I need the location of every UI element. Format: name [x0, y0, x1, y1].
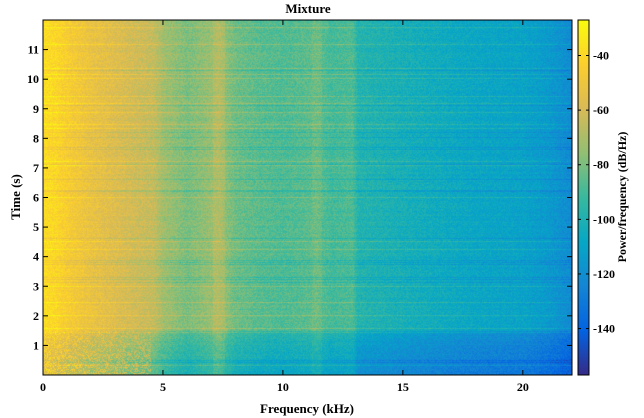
colorbar-tick-label: -100 — [593, 212, 615, 226]
plot-area — [42, 19, 573, 376]
y-tick-label: 9 — [33, 102, 39, 116]
colorbar-tick-label: -80 — [593, 158, 609, 172]
colorbar-tick-label: -120 — [593, 267, 615, 281]
y-axis-label: Time (s) — [8, 174, 23, 220]
colorbar-gradient — [577, 19, 590, 376]
y-tick-label: 2 — [33, 309, 39, 323]
colorbar-tick-label: -60 — [593, 103, 609, 117]
x-axis-label: Frequency (kHz) — [260, 401, 354, 416]
y-tick-label: 5 — [33, 220, 39, 234]
x-tick-label: 10 — [277, 380, 289, 394]
x-axis: 0 5 10 15 20 — [40, 20, 529, 394]
colorbar-tick-label: -140 — [593, 322, 615, 336]
colorbar-ticks: -40 -60 -80 -100 -120 -140 — [578, 49, 615, 336]
y-axis: 1 2 3 4 5 6 7 8 9 10 11 — [27, 43, 572, 352]
y-tick-label: 4 — [33, 250, 39, 264]
chart-title: Mixture — [285, 1, 330, 16]
x-tick-label: 20 — [517, 380, 529, 394]
colorbar: -40 -60 -80 -100 -120 -140 — [577, 19, 615, 376]
y-tick-label: 8 — [33, 131, 39, 145]
x-tick-label: 15 — [397, 380, 409, 394]
x-tick-label: 0 — [40, 380, 46, 394]
y-tick-label: 3 — [33, 279, 39, 293]
y-tick-label: 10 — [27, 72, 39, 86]
y-tick-label: 1 — [33, 338, 39, 352]
y-tick-label: 11 — [28, 43, 39, 57]
y-tick-label: 6 — [33, 191, 39, 205]
spectrogram-image — [43, 20, 572, 375]
colorbar-tick-label: -40 — [593, 49, 609, 63]
y-tick-label: 7 — [33, 161, 39, 175]
colorbar-label: Power/frequency (dB/Hz) — [615, 132, 629, 263]
x-tick-label: 5 — [160, 380, 166, 394]
